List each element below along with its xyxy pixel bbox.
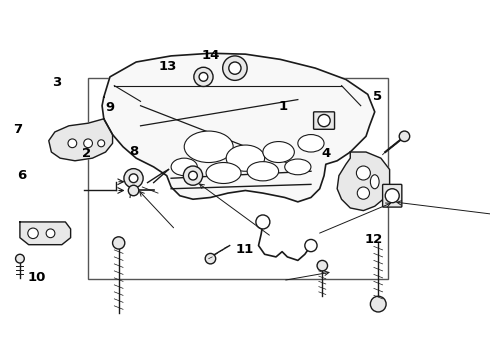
Circle shape [28, 228, 38, 239]
Circle shape [68, 139, 77, 148]
Circle shape [318, 114, 330, 127]
Ellipse shape [184, 131, 233, 162]
Ellipse shape [263, 141, 294, 162]
Circle shape [229, 62, 241, 74]
Circle shape [205, 253, 216, 264]
Circle shape [317, 260, 327, 271]
Text: 6: 6 [18, 169, 27, 182]
Circle shape [183, 166, 202, 185]
Circle shape [222, 56, 247, 80]
Ellipse shape [285, 159, 311, 175]
FancyBboxPatch shape [383, 184, 402, 207]
Circle shape [98, 140, 105, 147]
Circle shape [199, 72, 208, 81]
Circle shape [189, 171, 197, 180]
Circle shape [194, 67, 213, 86]
FancyBboxPatch shape [314, 112, 335, 129]
Text: 5: 5 [373, 90, 382, 103]
Text: 3: 3 [52, 76, 61, 89]
Polygon shape [49, 119, 113, 161]
Ellipse shape [206, 162, 241, 184]
Circle shape [356, 166, 370, 180]
Bar [89, 78, 388, 279]
Text: 10: 10 [28, 271, 46, 284]
Circle shape [129, 174, 138, 183]
Circle shape [113, 237, 125, 249]
Text: 9: 9 [105, 101, 115, 114]
Text: 1: 1 [279, 100, 288, 113]
Text: 8: 8 [129, 145, 138, 158]
Circle shape [357, 187, 369, 199]
Polygon shape [102, 53, 375, 202]
Circle shape [370, 296, 386, 312]
Circle shape [124, 168, 143, 188]
Circle shape [16, 254, 24, 263]
Ellipse shape [370, 175, 379, 189]
Ellipse shape [247, 162, 279, 181]
Text: 4: 4 [321, 147, 331, 160]
Circle shape [128, 185, 139, 196]
Circle shape [305, 239, 317, 252]
Text: 12: 12 [364, 233, 382, 246]
Ellipse shape [226, 145, 265, 171]
Text: 2: 2 [82, 147, 91, 160]
Circle shape [46, 229, 55, 238]
Text: 11: 11 [236, 243, 254, 256]
Circle shape [84, 139, 93, 148]
Circle shape [385, 189, 399, 203]
Ellipse shape [298, 135, 324, 152]
Ellipse shape [171, 158, 197, 176]
Text: 13: 13 [159, 60, 177, 73]
Text: 7: 7 [13, 123, 23, 136]
Polygon shape [20, 222, 71, 245]
Text: 14: 14 [201, 49, 220, 62]
Circle shape [399, 131, 410, 141]
Circle shape [256, 215, 270, 229]
Polygon shape [337, 152, 390, 211]
